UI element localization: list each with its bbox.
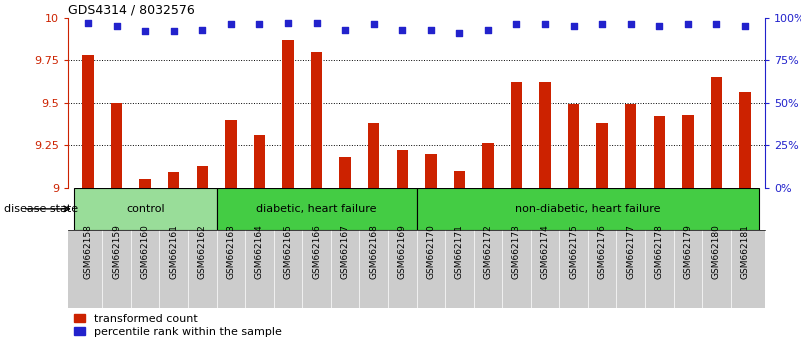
Bar xyxy=(597,123,608,188)
Point xyxy=(510,22,523,27)
Bar xyxy=(311,52,322,188)
Text: non-diabetic, heart failure: non-diabetic, heart failure xyxy=(515,204,661,214)
Text: diabetic, heart failure: diabetic, heart failure xyxy=(256,204,376,214)
Point xyxy=(339,27,352,33)
Point xyxy=(111,23,123,29)
Bar xyxy=(168,172,179,188)
Point xyxy=(82,20,95,25)
Bar xyxy=(254,135,265,188)
Bar xyxy=(539,82,551,188)
Bar xyxy=(111,103,123,188)
Bar xyxy=(425,154,437,188)
Bar xyxy=(196,166,208,188)
Text: GDS4314 / 8032576: GDS4314 / 8032576 xyxy=(68,4,195,17)
Point xyxy=(167,28,180,34)
Bar xyxy=(739,92,751,188)
Bar xyxy=(710,77,723,188)
Point xyxy=(538,22,551,27)
Bar xyxy=(340,157,351,188)
Point xyxy=(224,22,237,27)
Point xyxy=(196,27,209,33)
Point xyxy=(368,22,380,27)
Point xyxy=(253,22,266,27)
Point xyxy=(282,20,295,25)
Text: disease state: disease state xyxy=(4,204,78,214)
Point xyxy=(310,20,323,25)
Bar xyxy=(417,188,759,230)
Bar xyxy=(282,40,294,188)
Point xyxy=(682,22,694,27)
Bar xyxy=(139,179,151,188)
Bar xyxy=(682,115,694,188)
Bar xyxy=(216,188,417,230)
Point xyxy=(481,27,494,33)
Point xyxy=(453,30,465,36)
Point xyxy=(396,27,409,33)
Point xyxy=(567,23,580,29)
Point xyxy=(653,23,666,29)
Bar xyxy=(74,188,216,230)
Bar xyxy=(225,120,236,188)
Text: control: control xyxy=(126,204,164,214)
Bar xyxy=(568,104,579,188)
Point xyxy=(624,22,637,27)
Legend: transformed count, percentile rank within the sample: transformed count, percentile rank withi… xyxy=(74,314,281,337)
Bar xyxy=(453,171,465,188)
Point xyxy=(739,23,751,29)
Point xyxy=(596,22,609,27)
Bar xyxy=(83,55,94,188)
Bar xyxy=(654,116,665,188)
Bar xyxy=(368,123,380,188)
Bar xyxy=(482,143,493,188)
Bar xyxy=(625,104,637,188)
Bar xyxy=(511,82,522,188)
Point xyxy=(139,28,151,34)
Point xyxy=(425,27,437,33)
Point xyxy=(710,22,723,27)
Bar xyxy=(396,150,408,188)
